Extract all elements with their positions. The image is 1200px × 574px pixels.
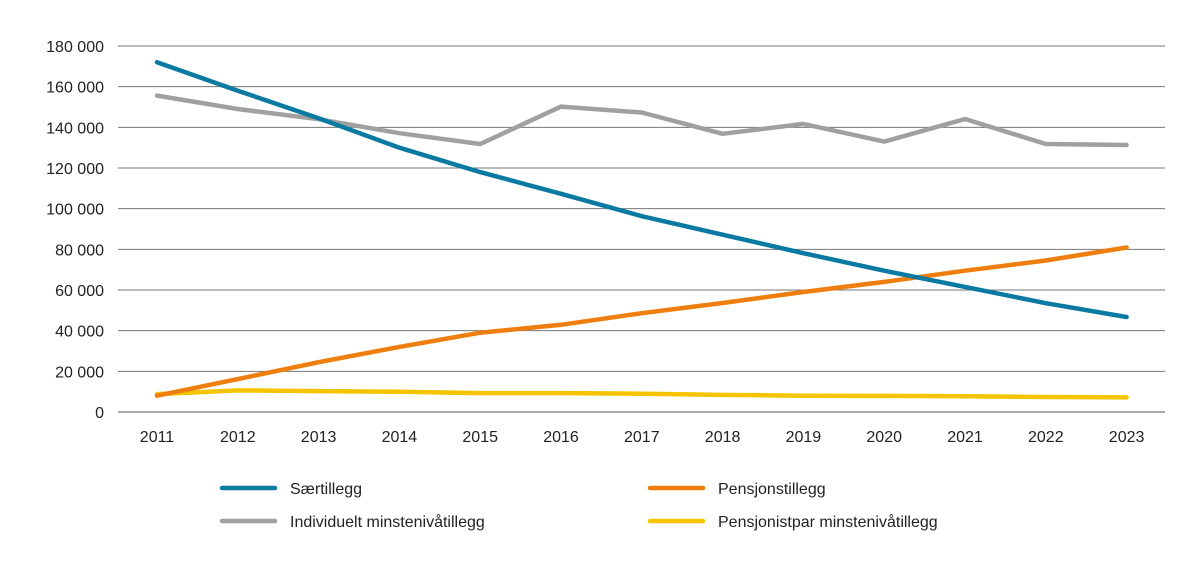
x-tick-label: 2023 bbox=[1109, 429, 1145, 446]
x-tick-label: 2013 bbox=[301, 429, 337, 446]
y-tick-label: 180 000 bbox=[46, 39, 104, 56]
y-tick-label: 0 bbox=[95, 405, 104, 422]
x-axis-ticks: 2011 2012 2013 2014 2015 2016 2017 2018 2019 2020… bbox=[140, 429, 1145, 446]
series-line-1 bbox=[157, 248, 1127, 396]
y-tick-label: 160 000 bbox=[46, 80, 104, 97]
x-tick-label: 2012 bbox=[220, 429, 256, 446]
y-tick-label: 40 000 bbox=[55, 324, 104, 341]
x-tick-label: 2021 bbox=[947, 429, 983, 446]
gridlines bbox=[118, 46, 1165, 412]
legend-label: Særtillegg bbox=[290, 481, 362, 498]
x-tick-label: 2019 bbox=[786, 429, 822, 446]
x-tick-label: 2015 bbox=[462, 429, 498, 446]
x-tick-label: 2011 bbox=[140, 429, 175, 446]
x-tick-label: 2018 bbox=[705, 429, 741, 446]
legend-label: Individuelt minstenivåtillegg bbox=[290, 513, 485, 531]
x-tick-label: 2022 bbox=[1028, 429, 1064, 446]
x-tick-label: 2014 bbox=[382, 429, 418, 446]
y-axis-ticks: 0 20 000 40 000 60 000 80 000 100 000 120 000 1… bbox=[46, 39, 104, 422]
y-tick-label: 120 000 bbox=[46, 161, 104, 178]
series-line-3 bbox=[157, 390, 1127, 397]
legend: Særtillegg Pensjonstillegg Individuelt min… bbox=[222, 481, 938, 531]
series-lines bbox=[157, 62, 1127, 397]
y-tick-label: 140 000 bbox=[46, 120, 104, 137]
y-tick-label: 80 000 bbox=[55, 242, 104, 259]
legend-label: Pensjonstillegg bbox=[718, 481, 826, 498]
legend-item: Pensjonistpar minstenivåtillegg bbox=[650, 513, 938, 531]
x-tick-label: 2016 bbox=[543, 429, 579, 446]
y-tick-label: 100 000 bbox=[46, 202, 104, 219]
legend-item: Særtillegg bbox=[222, 481, 362, 498]
x-tick-label: 2020 bbox=[866, 429, 902, 446]
series-line-2 bbox=[157, 96, 1127, 145]
legend-label: Pensjonistpar minstenivåtillegg bbox=[718, 513, 938, 531]
y-tick-label: 60 000 bbox=[55, 283, 104, 300]
legend-item: Individuelt minstenivåtillegg bbox=[222, 513, 485, 531]
y-tick-label: 20 000 bbox=[55, 364, 104, 381]
series-line-0 bbox=[157, 62, 1127, 317]
legend-item: Pensjonstillegg bbox=[650, 481, 826, 498]
x-tick-label: 2017 bbox=[624, 429, 660, 446]
